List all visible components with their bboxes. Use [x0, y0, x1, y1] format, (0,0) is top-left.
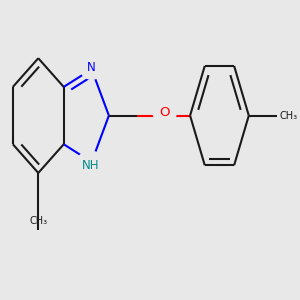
Text: NH: NH	[81, 159, 99, 172]
Text: CH₃: CH₃	[29, 216, 47, 226]
Text: N: N	[87, 61, 96, 74]
Circle shape	[80, 56, 103, 79]
Text: O: O	[159, 106, 170, 119]
Circle shape	[153, 101, 176, 124]
Text: CH₃: CH₃	[280, 111, 298, 121]
Circle shape	[76, 151, 104, 180]
